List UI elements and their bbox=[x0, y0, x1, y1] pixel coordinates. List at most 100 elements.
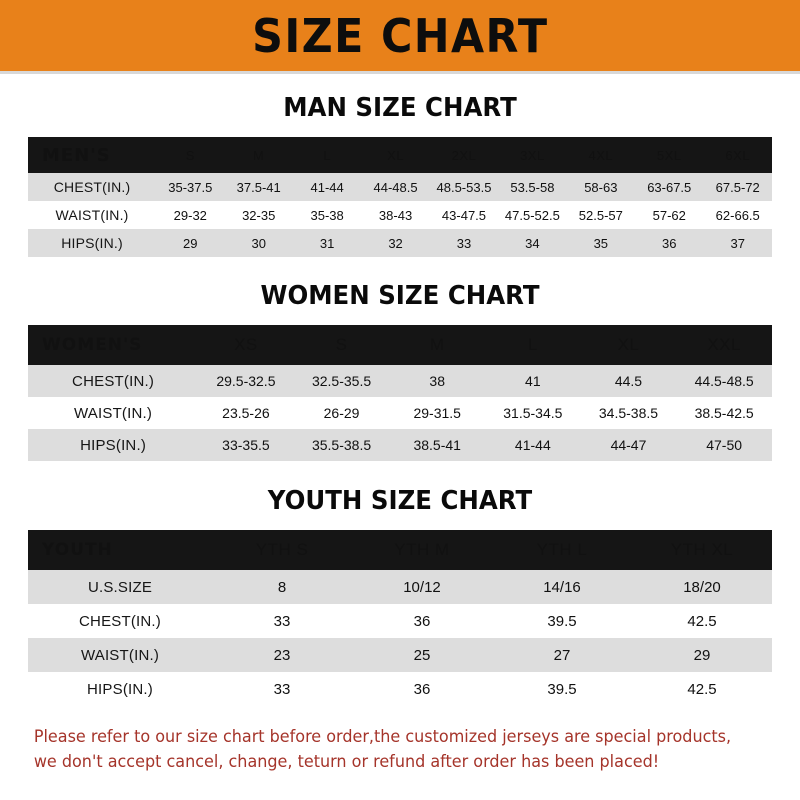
table-header-row: YOUTH YTH S YTH M YTH L YTH XL bbox=[28, 530, 772, 570]
cell-value: 29 bbox=[693, 646, 711, 664]
cell-value: 36 bbox=[413, 680, 431, 698]
table-man-body: CHEST(IN.) 35-37.5 37.5-41 41-44 44-48.5… bbox=[28, 173, 772, 257]
table-youth-body: U.S.SIZE 8 10/12 14/16 18/20 CHEST(IN.) … bbox=[28, 570, 772, 706]
section-title-man: MAN SIZE CHART bbox=[283, 93, 517, 123]
banner-divider bbox=[0, 71, 800, 74]
table-row: HIPS(IN.) 29 30 31 32 33 34 35 36 37 bbox=[28, 229, 772, 257]
table-row: WAIST(IN.) 23 25 27 29 bbox=[28, 638, 772, 672]
chart-content: MAN SIZE CHART MEN'S S M L XL 2XL 3XL bbox=[0, 74, 800, 800]
header-col-s: S bbox=[335, 335, 348, 354]
cell-value: 58-63 bbox=[584, 179, 618, 195]
header-col-yth-l: YTH L bbox=[536, 540, 588, 559]
header-mens-label: MEN'S bbox=[42, 144, 111, 166]
cell-value: 30 bbox=[251, 235, 266, 251]
table-row: CHEST(IN.) 29.5-32.5 32.5-35.5 38 41 44.… bbox=[28, 365, 772, 397]
table-women-header: WOMEN'S XS S M L XL XXL bbox=[28, 325, 772, 365]
cell-value: 29.5-32.5 bbox=[216, 373, 276, 389]
cell-value: 26-29 bbox=[323, 405, 360, 421]
cell-value: 62-66.5 bbox=[715, 207, 760, 223]
row-label-us-size: U.S.SIZE bbox=[87, 578, 153, 596]
header-youth-label: YOUTH bbox=[42, 540, 113, 560]
row-label-waist: WAIST(IN.) bbox=[80, 646, 160, 664]
header-col-s: S bbox=[185, 147, 195, 163]
cell-value: 37.5-41 bbox=[236, 179, 281, 195]
row-label-hips: HIPS(IN.) bbox=[61, 235, 123, 251]
header-col-l: L bbox=[527, 335, 538, 354]
table-header-row: WOMEN'S XS S M L XL XXL bbox=[28, 325, 772, 365]
cell-value: 47-50 bbox=[706, 437, 743, 453]
cell-value: 33-35.5 bbox=[222, 437, 270, 453]
header-col-yth-s: YTH S bbox=[255, 540, 309, 559]
cell-value: 41 bbox=[525, 373, 541, 389]
cell-value: 33 bbox=[273, 612, 291, 630]
cell-value: 38-43 bbox=[378, 207, 413, 223]
cell-value: 29-31.5 bbox=[413, 405, 461, 421]
header-col-xl: XL bbox=[617, 335, 640, 354]
cell-value: 33 bbox=[273, 680, 291, 698]
cell-value: 29 bbox=[183, 235, 198, 251]
header-col-3xl: 3XL bbox=[520, 147, 545, 163]
section-man: MAN SIZE CHART MEN'S S M L XL 2XL 3XL bbox=[28, 95, 772, 257]
cell-value: 35-38 bbox=[310, 207, 344, 223]
table-youth-header: YOUTH YTH S YTH M YTH L YTH XL bbox=[28, 530, 772, 570]
header-col-4xl: 4XL bbox=[588, 147, 614, 163]
cell-value: 38.5-41 bbox=[413, 437, 461, 453]
table-women-body: CHEST(IN.) 29.5-32.5 32.5-35.5 38 41 44.… bbox=[28, 365, 772, 461]
cell-value: 67.5-72 bbox=[715, 179, 760, 195]
header-col-yth-m: YTH M bbox=[394, 540, 450, 559]
cell-value: 42.5 bbox=[687, 680, 717, 698]
cell-value: 38 bbox=[429, 373, 445, 389]
header-col-xs: XS bbox=[234, 335, 258, 354]
table-man-sizes: MEN'S S M L XL 2XL 3XL 4XL 5XL 6XL CHEST bbox=[28, 137, 772, 257]
cell-value: 52.5-57 bbox=[578, 207, 623, 223]
cell-value: 38.5-42.5 bbox=[694, 405, 754, 421]
header-col-xl: XL bbox=[387, 147, 404, 163]
cell-value: 36 bbox=[662, 235, 677, 251]
cell-value: 44-47 bbox=[610, 437, 647, 453]
cell-value: 32.5-35.5 bbox=[311, 373, 372, 389]
cell-value: 44.5 bbox=[614, 373, 643, 389]
cell-value: 10/12 bbox=[403, 578, 441, 596]
section-women: WOMEN SIZE CHART WOMEN'S XS S M L XL XXL bbox=[28, 283, 772, 461]
header-col-m: M bbox=[253, 147, 265, 163]
table-row: CHEST(IN.) 33 36 39.5 42.5 bbox=[28, 604, 772, 638]
cell-value: 27 bbox=[553, 646, 571, 664]
row-label-chest: CHEST(IN.) bbox=[79, 612, 161, 630]
table-row: CHEST(IN.) 35-37.5 37.5-41 41-44 44-48.5… bbox=[28, 173, 772, 201]
header-col-yth-xl: YTH XL bbox=[670, 540, 734, 559]
section-title-women: WOMEN SIZE CHART bbox=[260, 281, 540, 311]
cell-value: 31 bbox=[319, 235, 335, 251]
cell-value: 39.5 bbox=[547, 612, 577, 630]
cell-value: 29-32 bbox=[173, 207, 207, 223]
cell-value: 8 bbox=[277, 578, 287, 596]
table-women-sizes: WOMEN'S XS S M L XL XXL CHEST(IN.) 29.5-… bbox=[28, 325, 772, 461]
cell-value: 44-48.5 bbox=[373, 179, 418, 195]
cell-value: 63-67.5 bbox=[647, 179, 692, 195]
cell-value: 44.5-48.5 bbox=[694, 373, 754, 389]
row-label-waist: WAIST(IN.) bbox=[55, 207, 129, 223]
table-man-header: MEN'S S M L XL 2XL 3XL 4XL 5XL 6XL bbox=[28, 137, 772, 173]
cell-value: 32 bbox=[388, 235, 403, 251]
cell-value: 57-62 bbox=[652, 207, 686, 223]
cell-value: 34 bbox=[525, 235, 540, 251]
header-col-6xl: 6XL bbox=[725, 147, 751, 163]
table-youth-sizes: YOUTH YTH S YTH M YTH L YTH XL U.S.SIZE … bbox=[28, 530, 772, 706]
cell-value: 42.5 bbox=[687, 612, 717, 630]
page-title: SIZE CHART bbox=[251, 8, 549, 63]
cell-value: 37 bbox=[730, 235, 745, 251]
cell-value: 34.5-38.5 bbox=[598, 405, 659, 421]
cell-value: 47.5-52.5 bbox=[504, 207, 560, 223]
row-label-chest: CHEST(IN.) bbox=[72, 372, 155, 390]
footer-line-2: we don't accept cancel, change, teturn o… bbox=[33, 752, 660, 771]
footer-line-1: Please refer to our size chart before or… bbox=[33, 727, 732, 746]
row-label-hips: HIPS(IN.) bbox=[80, 436, 147, 454]
row-label-hips: HIPS(IN.) bbox=[87, 680, 153, 698]
cell-value: 48.5-53.5 bbox=[436, 179, 492, 195]
cell-value: 35-37.5 bbox=[168, 179, 213, 195]
header-col-l: L bbox=[323, 147, 331, 163]
cell-value: 25 bbox=[413, 646, 431, 664]
cell-value: 23 bbox=[273, 646, 291, 664]
table-row: WAIST(IN.) 29-32 32-35 35-38 38-43 43-47… bbox=[28, 201, 772, 229]
cell-value: 39.5 bbox=[547, 680, 577, 698]
